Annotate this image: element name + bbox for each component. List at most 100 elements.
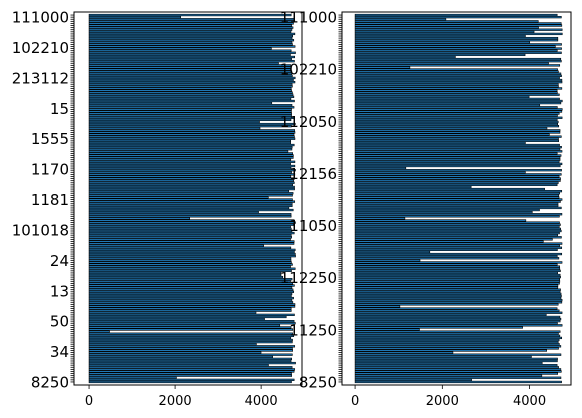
bar: [88, 278, 293, 281]
bar: [354, 246, 563, 249]
bar: [354, 309, 560, 312]
bar: [354, 164, 561, 168]
bar: [354, 139, 559, 142]
bar: [88, 118, 292, 122]
bar: [88, 114, 292, 117]
bar: [88, 158, 292, 161]
bar: [354, 238, 553, 241]
bar: [88, 326, 292, 329]
bar: [354, 303, 559, 306]
bar: [88, 89, 292, 92]
bar: [354, 372, 559, 375]
bar: [88, 213, 292, 216]
bar: [88, 150, 289, 153]
bar: [88, 36, 293, 40]
bar: [354, 252, 563, 256]
bar: [88, 223, 294, 226]
bar: [354, 273, 561, 277]
right-bars: [354, 13, 563, 384]
y-tick-label: 102210: [280, 61, 337, 79]
right-x-ticks: 0 2000 4000: [351, 385, 546, 409]
bar: [354, 378, 472, 381]
bar: [354, 133, 550, 136]
bar: [354, 322, 558, 325]
bar: [88, 49, 292, 52]
bar: [88, 372, 292, 375]
left-x-ticks: 0 2000 4000: [85, 385, 278, 409]
bar: [88, 349, 294, 352]
y-tick-label: 102210: [12, 39, 69, 57]
bar: [354, 112, 560, 115]
bar: [88, 282, 293, 285]
bar: [88, 255, 296, 258]
bar: [354, 263, 558, 266]
bar: [354, 143, 560, 147]
bar: [88, 229, 293, 233]
y-tick-label: 8250: [299, 374, 337, 392]
bar: [354, 248, 558, 252]
bar: [354, 284, 559, 287]
bar: [354, 66, 411, 69]
y-tick-label: 1181: [31, 191, 69, 209]
bar: [88, 64, 291, 67]
bar: [88, 320, 295, 323]
bar: [88, 217, 190, 220]
bar: [354, 16, 562, 19]
bar: [354, 179, 561, 182]
bar: [88, 120, 260, 124]
bar: [88, 340, 293, 344]
bar: [88, 374, 292, 377]
x-tick-label: 2000: [159, 394, 192, 409]
bar: [88, 39, 295, 42]
bar: [354, 145, 562, 149]
bar: [88, 309, 292, 312]
left-bars: [88, 13, 296, 384]
bar: [88, 238, 291, 241]
bar: [88, 185, 295, 189]
bar: [88, 160, 296, 163]
bar: [88, 53, 291, 57]
bar: [88, 173, 296, 176]
bar: [88, 231, 295, 235]
bar: [354, 156, 561, 159]
bar: [88, 296, 294, 300]
bar: [354, 364, 558, 367]
bar: [354, 240, 544, 243]
bar: [354, 231, 560, 235]
bar: [88, 41, 293, 44]
bar: [354, 351, 454, 354]
bar: [88, 139, 292, 142]
bar: [88, 244, 264, 247]
bar: [88, 81, 296, 84]
bar: [88, 177, 295, 180]
bar: [88, 66, 292, 69]
bar: [354, 242, 563, 245]
bar: [354, 85, 559, 88]
bar: [88, 24, 292, 27]
bar: [354, 336, 563, 340]
x-tick-label: 0: [85, 394, 93, 409]
bar: [354, 190, 563, 193]
bar: [88, 359, 292, 363]
bar: [354, 148, 561, 151]
x-tick-label: 2000: [426, 394, 459, 409]
bar: [354, 324, 563, 327]
bar: [354, 267, 561, 270]
bar: [354, 343, 560, 346]
bar: [88, 74, 293, 77]
x-tick-label: 4000: [245, 394, 278, 409]
bar: [354, 196, 560, 199]
bar: [88, 343, 257, 346]
bar: [88, 83, 293, 86]
bar: [354, 338, 560, 342]
bar: [354, 296, 562, 300]
bar: [88, 227, 292, 231]
bar: [88, 148, 293, 151]
bar: [354, 36, 559, 40]
bar: [354, 257, 560, 260]
bar: [354, 74, 562, 77]
bar: [88, 284, 295, 287]
bar: [354, 108, 563, 111]
bar: [354, 51, 562, 54]
bar: [354, 227, 561, 231]
